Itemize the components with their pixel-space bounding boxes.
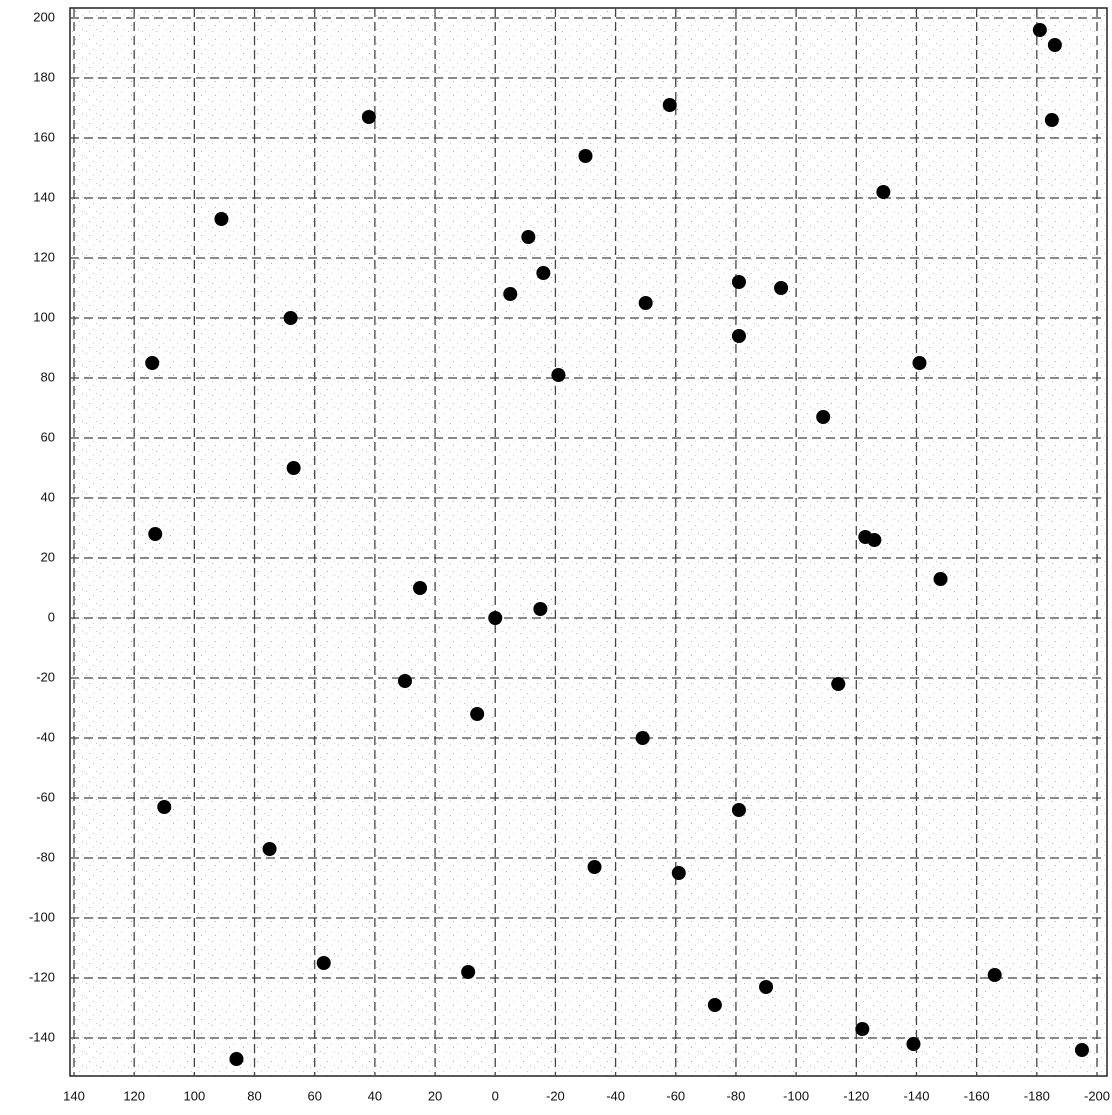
source — [533, 602, 548, 616]
source — [731, 329, 746, 343]
source — [933, 572, 948, 586]
source — [731, 803, 746, 817]
x-tick-label: -60 — [666, 1088, 685, 1103]
x-tick-label: 120 — [123, 1088, 145, 1103]
source — [536, 266, 551, 280]
source — [635, 731, 650, 745]
source — [503, 287, 518, 301]
x-tick-label: -80 — [727, 1088, 746, 1103]
source — [876, 185, 891, 199]
x-tick-label: 80 — [247, 1088, 261, 1103]
source — [671, 866, 686, 880]
source — [759, 980, 774, 994]
source — [1074, 1043, 1089, 1057]
source — [867, 533, 882, 547]
x-tick-label: -160 — [964, 1088, 990, 1103]
y-tick-label: 0 — [48, 609, 55, 624]
source — [145, 356, 160, 370]
source — [731, 275, 746, 289]
source — [157, 800, 172, 814]
source — [1047, 38, 1062, 52]
source — [707, 998, 722, 1012]
x-tick-label: -40 — [606, 1088, 625, 1103]
source — [587, 860, 602, 874]
x-tick-label: 140 — [63, 1088, 85, 1103]
source — [286, 461, 301, 475]
source — [638, 296, 653, 310]
source — [461, 965, 476, 979]
source — [397, 674, 412, 688]
source — [262, 842, 277, 856]
source — [816, 410, 831, 424]
source — [413, 581, 428, 595]
y-tick-label: 200 — [33, 9, 55, 24]
y-tick-label: 120 — [33, 249, 55, 264]
source — [578, 149, 593, 163]
y-tick-label: 20 — [41, 549, 55, 564]
source — [1044, 113, 1059, 127]
source — [488, 611, 503, 625]
source — [551, 368, 566, 382]
x-tick-label: -140 — [903, 1088, 929, 1103]
source — [831, 677, 846, 691]
y-tick-label: -40 — [36, 729, 55, 744]
source — [906, 1037, 921, 1051]
x-tick-label: 20 — [428, 1088, 442, 1103]
source — [987, 968, 1002, 982]
source — [214, 212, 229, 226]
x-tick-label: -200 — [1084, 1088, 1110, 1103]
source — [148, 527, 163, 541]
y-tick-label: 180 — [33, 69, 55, 84]
y-tick-label: -80 — [36, 849, 55, 864]
x-tick-label: -180 — [1024, 1088, 1050, 1103]
y-tick-label: 160 — [33, 129, 55, 144]
x-tick-label: 40 — [368, 1088, 382, 1103]
source — [521, 230, 536, 244]
y-tick-label: -20 — [36, 669, 55, 684]
source — [283, 311, 298, 325]
x-tick-label: -20 — [546, 1088, 565, 1103]
source — [774, 281, 789, 295]
source — [229, 1052, 244, 1066]
y-tick-label: -140 — [29, 1029, 55, 1044]
source — [1032, 23, 1047, 37]
y-tick-label: -60 — [36, 789, 55, 804]
y-tick-label: -120 — [29, 969, 55, 984]
source — [316, 956, 331, 970]
plot-frame — [69, 7, 1108, 1077]
y-tick-label: -100 — [29, 909, 55, 924]
source — [912, 356, 927, 370]
y-tick-label: 100 — [33, 309, 55, 324]
y-tick-label: 80 — [41, 369, 55, 384]
y-tick-label: 140 — [33, 189, 55, 204]
source — [361, 110, 376, 124]
x-tick-label: 0 — [492, 1088, 499, 1103]
source — [470, 707, 485, 721]
source — [662, 98, 677, 112]
x-tick-label: -120 — [843, 1088, 869, 1103]
source — [855, 1022, 870, 1036]
x-tick-label: 100 — [184, 1088, 206, 1103]
x-tick-label: 60 — [307, 1088, 321, 1103]
y-tick-label: 60 — [41, 429, 55, 444]
x-tick-label: -100 — [783, 1088, 809, 1103]
y-tick-label: 40 — [41, 489, 55, 504]
